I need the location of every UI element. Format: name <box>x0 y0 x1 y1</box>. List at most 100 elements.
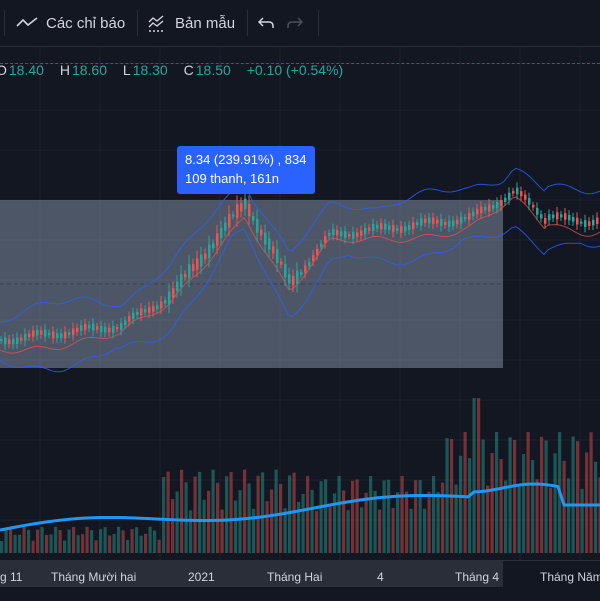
volume-bar <box>131 529 134 553</box>
volume-bar <box>90 530 93 553</box>
candle-body <box>200 254 203 266</box>
volume-bar <box>108 536 111 553</box>
candle-body <box>544 218 547 224</box>
volume-bar <box>495 432 498 553</box>
candle-body <box>596 218 599 224</box>
candle-body <box>468 213 471 220</box>
volume-bar <box>360 507 363 553</box>
x-tick: Tháng Năm <box>540 570 600 584</box>
candle-body <box>152 306 155 312</box>
candle-body <box>252 216 255 221</box>
volume-bar <box>419 480 422 553</box>
volume-bar <box>135 527 138 553</box>
candle-body <box>72 328 75 335</box>
x-tick: Tháng Mười hai <box>51 570 136 584</box>
candle-body <box>556 212 559 219</box>
candle-body <box>488 204 491 211</box>
candle-body <box>60 333 63 338</box>
volume-bar <box>279 484 282 553</box>
templates-button[interactable]: Bản mẫu <box>147 8 235 38</box>
candle-body <box>176 282 179 291</box>
volume-bar <box>23 527 26 553</box>
candle-body <box>280 261 283 264</box>
volume-bar <box>225 476 228 553</box>
candle-body <box>300 272 303 275</box>
x-tick: g 11 <box>0 570 22 584</box>
volume-bar <box>338 476 341 553</box>
candle-body <box>360 230 363 235</box>
volume-bar <box>473 398 476 553</box>
candle-body <box>440 219 443 226</box>
volume-bar <box>144 534 147 553</box>
volume-bar <box>554 453 557 553</box>
candle-body <box>248 204 251 217</box>
candle-body <box>376 225 379 229</box>
candle-body <box>432 218 435 224</box>
undo-button[interactable] <box>257 8 275 38</box>
candle-body <box>160 301 163 308</box>
volume-bar <box>180 470 183 553</box>
volume-bar <box>95 540 98 553</box>
candle-body <box>332 229 335 235</box>
candle-body <box>52 332 55 339</box>
volume-bar <box>126 540 129 553</box>
templates-label: Bản mẫu <box>175 15 235 32</box>
time-axis[interactable]: g 11 Tháng Mười hai 2021 Tháng Hai 4 Thá… <box>0 560 600 601</box>
candle-body <box>104 327 107 332</box>
volume-bar <box>239 490 242 553</box>
candle-body <box>400 226 403 233</box>
volume-bar <box>329 507 332 553</box>
candle-body <box>524 195 527 200</box>
volume-bar <box>378 510 381 553</box>
candle-body <box>260 230 263 236</box>
candle-body <box>116 327 119 329</box>
volume-bar <box>504 480 507 553</box>
volume-bar <box>9 527 12 553</box>
candle-body <box>428 217 431 223</box>
price-chart[interactable] <box>0 46 600 560</box>
candle-body <box>340 231 343 236</box>
volume-bar <box>401 476 404 553</box>
candle-body <box>80 325 83 331</box>
volume-bar <box>441 483 444 553</box>
candle-body <box>288 274 291 283</box>
candle-body <box>268 239 271 250</box>
change-value: +0.10 (+0.54%) <box>247 62 344 78</box>
candle-body <box>436 220 439 224</box>
volume-bar <box>63 541 66 553</box>
volume-bar <box>522 454 525 553</box>
volume-bar <box>324 479 327 553</box>
candle-body <box>584 220 587 227</box>
candle-body <box>516 188 519 195</box>
volume-bar <box>59 530 62 553</box>
candle-body <box>500 200 503 206</box>
redo-button[interactable] <box>286 8 304 38</box>
candle-body <box>408 225 411 230</box>
candle-body <box>240 203 243 211</box>
volume-bar <box>509 437 512 553</box>
indicators-button[interactable]: Các chỉ báo <box>16 8 125 38</box>
candle-body <box>216 233 219 246</box>
toolbar-divider <box>247 10 248 36</box>
volume-bar <box>369 476 372 553</box>
volume-bar <box>540 437 543 553</box>
candle-body <box>0 339 3 341</box>
candle-body <box>364 228 367 234</box>
candle-body <box>44 330 47 337</box>
candle-body <box>136 312 139 315</box>
candle-body <box>456 220 459 225</box>
volume-bar <box>383 481 386 553</box>
volume-bar <box>477 398 480 553</box>
candle-body <box>144 309 147 313</box>
candle-body <box>368 228 371 231</box>
undo-icon <box>257 16 275 30</box>
volume-bar <box>0 541 3 553</box>
candle-body <box>204 253 207 259</box>
volume-bar <box>563 461 566 553</box>
candle-body <box>220 228 223 238</box>
candle-body <box>564 213 567 219</box>
candle-body <box>276 249 279 263</box>
volume-bar <box>86 527 89 553</box>
